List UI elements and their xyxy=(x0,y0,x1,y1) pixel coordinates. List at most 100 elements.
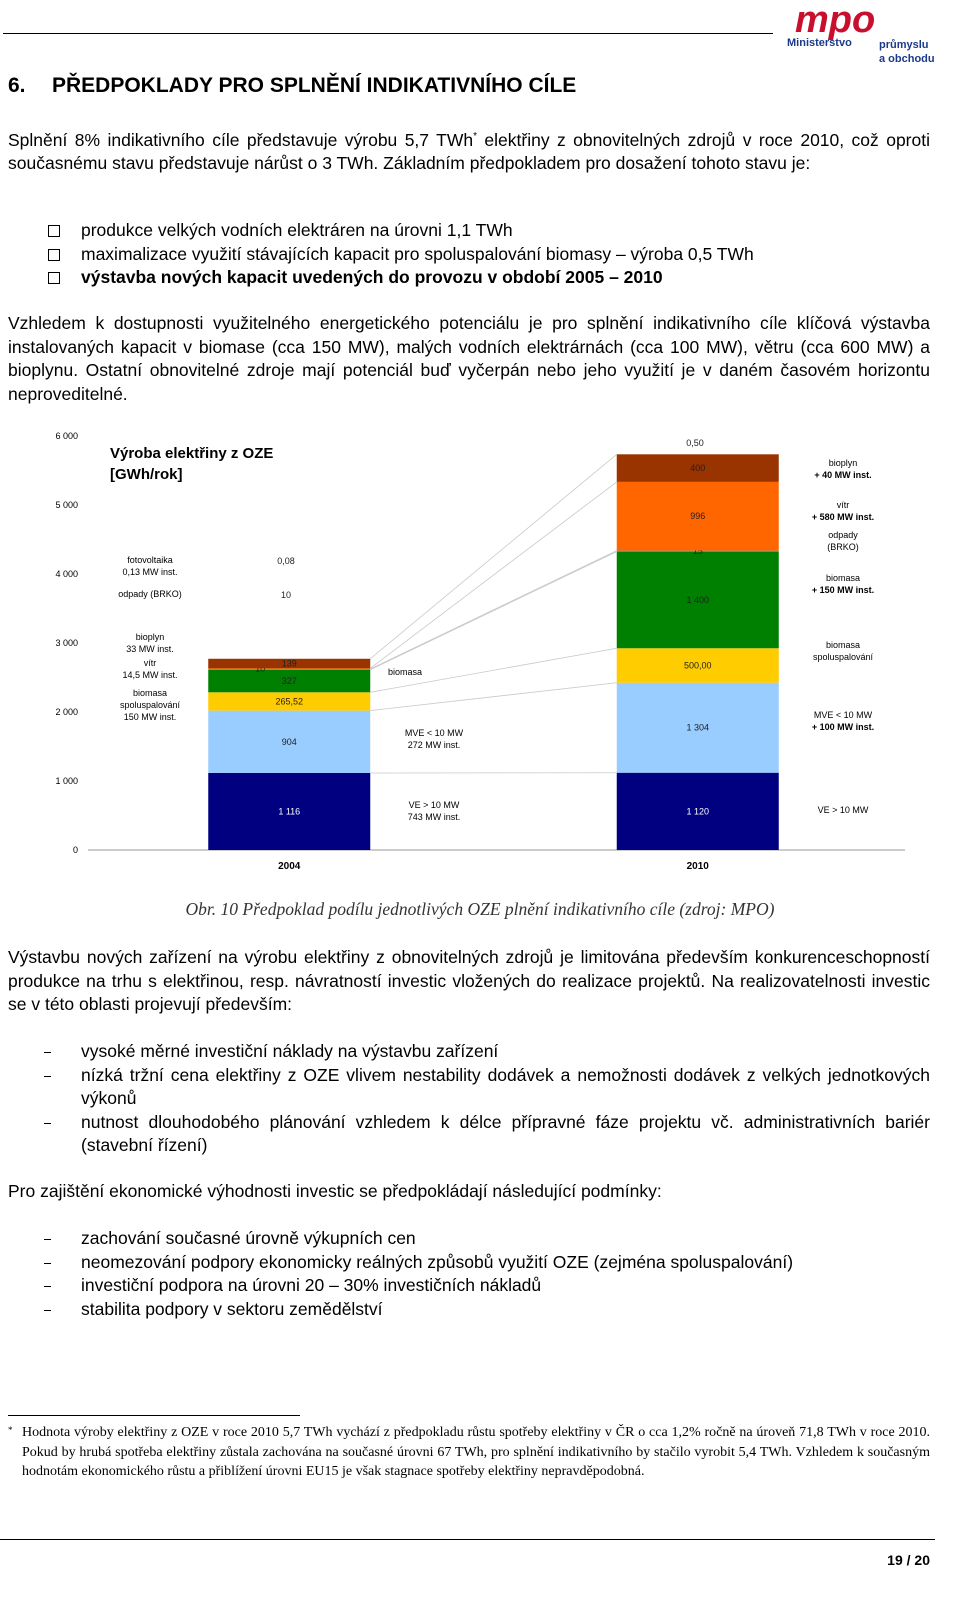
list-item: maximalizace využití stávajících kapacit… xyxy=(8,243,930,267)
bar-segment xyxy=(208,669,371,693)
data-label: 400 xyxy=(690,463,705,473)
dash xyxy=(44,1262,51,1264)
list-item: neomezování podpory ekonomicky reálných … xyxy=(8,1251,930,1275)
y-tick-label: 3 000 xyxy=(55,638,78,648)
logo-mark: mpo xyxy=(795,0,875,41)
list-item: nízká tržní cena elektřiny z OZE vlivem … xyxy=(8,1064,930,1111)
dash xyxy=(44,1286,51,1287)
heading: PŘEDPOKLADY PRO SPLNĚNÍ INDIKATIVNÍHO CÍ… xyxy=(52,74,577,97)
dash xyxy=(44,1309,51,1311)
data-label: 1 116 xyxy=(278,806,300,816)
annotation: 0,13 MW inst. xyxy=(122,567,178,577)
connector xyxy=(369,453,618,660)
logo-text: průmyslu xyxy=(879,39,929,51)
dash xyxy=(44,1052,51,1053)
data-label: 1 120 xyxy=(686,806,709,816)
series-name: vítr xyxy=(836,500,850,510)
list-item: investiční podpora na úrovni 20 – 30% in… xyxy=(8,1274,930,1298)
connector xyxy=(370,551,617,671)
text: maximalizace využití stávajících kapacit… xyxy=(81,243,754,264)
text: nutnost dlouhodobého plánování vzhledem … xyxy=(81,1111,930,1156)
annotation: biomasa spoluspalování 150 MW inst. xyxy=(119,688,181,722)
bar-segment xyxy=(208,669,371,670)
paragraph: Splnění 8% indikativního cíle představuj… xyxy=(8,125,930,176)
list-item: stabilita podpory v sektoru zemědělství xyxy=(8,1298,930,1322)
page-number: 19 / 20 xyxy=(887,1552,930,1568)
annotation: vítr 14,5 MW inst. xyxy=(122,658,178,680)
bar-segment xyxy=(616,648,779,683)
footnote-ref: * xyxy=(473,131,477,142)
data-label: 0,08 xyxy=(277,556,295,566)
annotation: + 580 MW inst. xyxy=(811,512,875,522)
bar-segment xyxy=(616,550,779,552)
data-label: 327 xyxy=(282,676,297,686)
dash xyxy=(44,1239,51,1240)
requirement-list: zachování současné úrovně výkupních cen … xyxy=(8,1227,930,1321)
text: elektřiny z obnovitelných zdrojů v roce … xyxy=(8,129,930,174)
bar-segment xyxy=(208,692,371,711)
barrier-list: vysoké měrné investiční náklady na výsta… xyxy=(8,1040,930,1158)
data-label: 15 xyxy=(693,546,703,556)
series-name: fotovoltaika xyxy=(127,555,173,565)
footnote: * Hodnota výroby elektřiny z OZE v roce 2… xyxy=(8,1423,930,1482)
dash xyxy=(44,1075,51,1077)
series-name: VE > 10 MW xyxy=(817,805,869,815)
series-name: biomasa spoluspalování xyxy=(812,640,874,662)
checkbox xyxy=(48,272,60,284)
condition-list: produkce velkých vodních elektráren na ú… xyxy=(8,219,930,290)
checkbox xyxy=(48,225,60,237)
data-label: 139 xyxy=(282,659,297,669)
y-tick-label: 4 000 xyxy=(55,569,78,579)
paragraph: Výstavbu nových zařízení na výrobu elekt… xyxy=(8,947,930,1014)
text: investiční podpora na úrovni 20 – 30% in… xyxy=(81,1275,542,1295)
chart-area: 0 1 000 2 000 3 000 4 000 5 000 6 000 2004 1 116… xyxy=(0,425,960,885)
annotation: + 40 MW inst. xyxy=(814,470,872,480)
data-label: 10 xyxy=(255,664,265,674)
text: zachování současné úrovně výkupních cen xyxy=(81,1228,416,1248)
logo-text: a obchodu xyxy=(879,53,935,65)
heading-number: 6. xyxy=(8,74,26,97)
text: neomezování podpory ekonomicky reálných … xyxy=(81,1251,794,1272)
annotation: VE > 10 MW 743 MW inst. xyxy=(407,800,461,822)
data-label: 265,52 xyxy=(275,696,303,706)
annotation: odpady (BRKO) xyxy=(118,589,182,599)
annotation: + 150 MW inst. xyxy=(811,585,875,595)
caption: Obr. 10 Předpoklad podílu jednotlivých O… xyxy=(185,899,775,919)
data-label: 1 400 xyxy=(686,595,709,605)
list-item: vysoké měrné investiční náklady na výsta… xyxy=(8,1040,930,1064)
footnote-body: * Hodnota výroby elektřiny z OZE v roce 2… xyxy=(8,1423,930,1482)
text: výstavba nových kapacit uvedených do pro… xyxy=(81,267,663,287)
checkbox xyxy=(48,248,60,261)
series-name: MVE < 10 MW xyxy=(813,710,873,720)
text: Hodnota výroby elektřiny z OZE v roce 20… xyxy=(22,1425,930,1479)
y-tick-label: 1 000 xyxy=(55,776,78,786)
annotation: + 100 MW inst. xyxy=(811,722,875,732)
list-item: produkce velkých vodních elektráren na ú… xyxy=(8,219,930,243)
data-label: 904 xyxy=(282,737,297,747)
y-tick-label: 2 000 xyxy=(55,707,78,717)
data-label: 500,00 xyxy=(684,660,712,670)
series-name: odpady (BRKO) xyxy=(827,530,859,552)
text: produkce velkých vodních elektráren na ú… xyxy=(81,220,513,240)
x-tick-label: 2010 xyxy=(687,861,710,872)
bar-segment xyxy=(208,772,371,850)
series-name: bioplyn xyxy=(828,458,858,468)
annotation: MVE < 10 MW 272 MW inst. xyxy=(404,728,464,750)
connector xyxy=(370,481,617,669)
bar-segment xyxy=(616,772,779,850)
logo: mpo Ministerstvo průmyslu a obchodu xyxy=(787,0,935,65)
text: stabilita podpory v sektoru zemědělství xyxy=(81,1298,383,1319)
list-item: nutnost dlouhodobého plánování vzhledem … xyxy=(8,1111,930,1158)
y-tick-label: 0 xyxy=(73,845,78,855)
list-item: zachování současné úrovně výkupních cen xyxy=(8,1227,930,1251)
data-label: 996 xyxy=(690,511,705,521)
text: Splnění 8% indikativního cíle představuj… xyxy=(8,129,474,150)
bar-segment xyxy=(616,454,779,482)
data-label: 1 304 xyxy=(686,723,709,733)
text: nízká tržní cena elektřiny z OZE vlivem … xyxy=(81,1064,930,1109)
header-rule xyxy=(3,33,773,34)
bar-segment xyxy=(208,668,371,670)
data-label: 10 xyxy=(281,590,291,600)
connector xyxy=(370,682,617,712)
list-item: výstavba nových kapacit uvedených do pro… xyxy=(8,266,930,290)
